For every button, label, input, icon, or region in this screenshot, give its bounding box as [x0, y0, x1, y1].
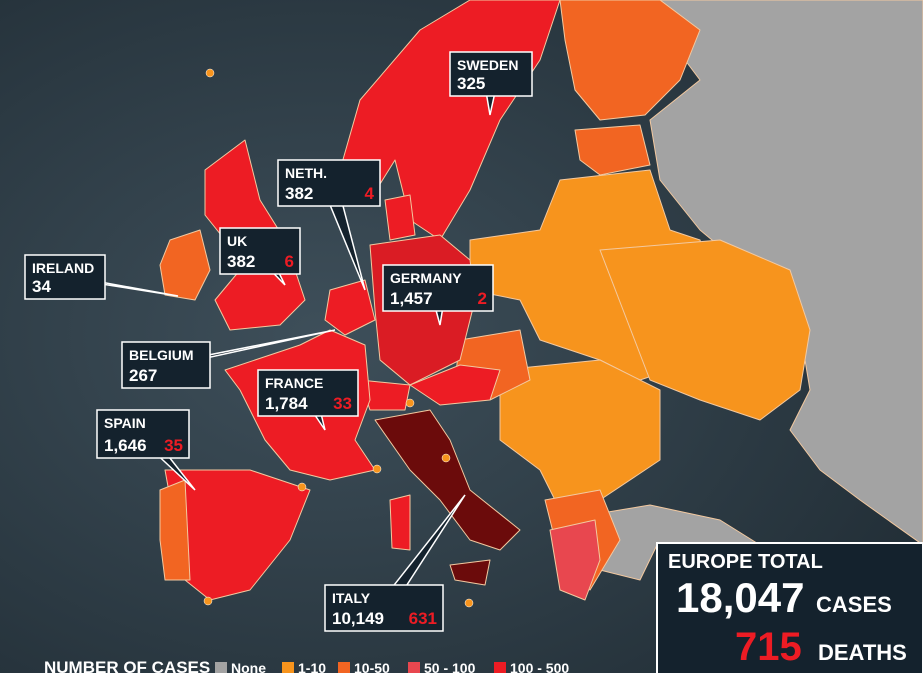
callout: SPAIN 1,646 35 [96, 409, 196, 491]
death-count: 2 [478, 289, 487, 308]
callout-box [324, 584, 444, 632]
callout-box [257, 369, 359, 417]
land [159, 0, 923, 601]
total-deaths: 715 [735, 625, 802, 669]
callout: ITALY 10,149 631 [324, 494, 466, 632]
legend-label: None [231, 660, 266, 673]
legend-label: 100 - 500 [510, 660, 569, 673]
callout: BELGIUM 267 [121, 329, 336, 389]
legend-swatch [282, 662, 294, 673]
legend-swatch [494, 662, 506, 673]
case-count: 382 [227, 252, 255, 271]
country-name: BELGIUM [129, 347, 194, 363]
case-count: 325 [457, 74, 485, 93]
callout: FRANCE 1,784 33 [257, 369, 359, 431]
callout: UK 382 6 [219, 227, 301, 286]
case-count: 10,149 [332, 609, 384, 628]
callout-box [24, 254, 106, 300]
country-name: ITALY [332, 590, 371, 606]
country-name: IRELAND [32, 260, 94, 276]
case-count: 1,784 [265, 394, 308, 413]
death-count: 35 [164, 436, 183, 455]
callout-box [121, 341, 211, 389]
callout-box [277, 159, 381, 207]
total-title: EUROPE TOTAL [668, 551, 823, 573]
legend-label: 10-50 [354, 660, 390, 673]
callout-box [449, 51, 533, 97]
case-count: 1,646 [104, 436, 147, 455]
total-deaths-label: DEATHS [818, 640, 907, 665]
callout: NETH. 382 4 [277, 159, 381, 291]
death-count: 6 [285, 252, 294, 271]
country-name: NETH. [285, 165, 327, 181]
callout: GERMANY 1,457 2 [382, 264, 494, 326]
country-name: UK [227, 233, 247, 249]
case-count: 1,457 [390, 289, 433, 308]
legend: NUMBER OF CASES None 1-10 10-50 50 - 100 100… [44, 658, 569, 673]
case-count: 382 [285, 184, 313, 203]
legend-title: NUMBER OF CASES [44, 658, 210, 673]
death-count: 33 [333, 394, 352, 413]
case-count: 34 [32, 277, 51, 296]
total-cases-label: CASES [816, 592, 892, 617]
callout-box [96, 409, 190, 459]
country-name: FRANCE [265, 375, 323, 391]
death-count: 631 [409, 609, 437, 628]
death-count: 4 [365, 184, 375, 203]
total-box: EUROPE TOTAL 18,047 CASES 715 DEATHS [656, 542, 923, 673]
case-count: 267 [129, 366, 157, 385]
total-panel [656, 542, 923, 673]
total-cases: 18,047 [676, 574, 804, 621]
legend-swatch [215, 662, 227, 673]
legend-label: 1-10 [298, 660, 326, 673]
legend-swatch [408, 662, 420, 673]
callout-box [382, 264, 494, 312]
country-name: SPAIN [104, 415, 146, 431]
city-dots [203, 68, 474, 608]
legend-swatch [338, 662, 350, 673]
legend-label: 50 - 100 [424, 660, 476, 673]
callout-box [219, 227, 301, 275]
country-name: SWEDEN [457, 57, 518, 73]
country-name: GERMANY [390, 270, 462, 286]
